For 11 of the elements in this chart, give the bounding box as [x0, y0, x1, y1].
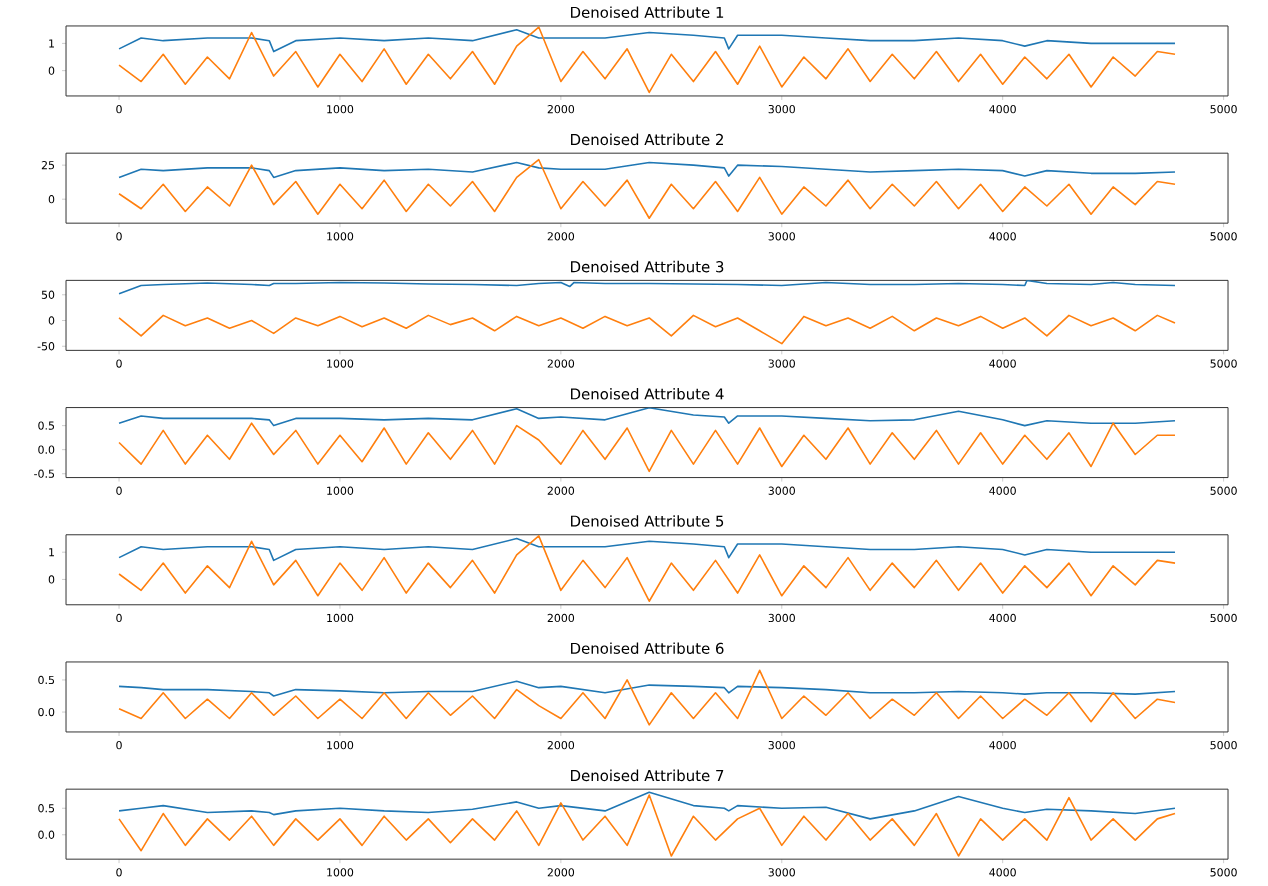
line-series	[118, 314, 1176, 345]
line-series	[118, 161, 1176, 179]
line-series	[118, 26, 1176, 94]
line-series	[118, 158, 1176, 220]
line-series	[118, 280, 1176, 295]
line-series	[118, 535, 1176, 603]
line-series	[118, 422, 1176, 473]
line-series	[118, 791, 1176, 820]
line-series	[118, 794, 1176, 857]
line-series	[118, 680, 1176, 697]
line-series	[118, 669, 1176, 726]
